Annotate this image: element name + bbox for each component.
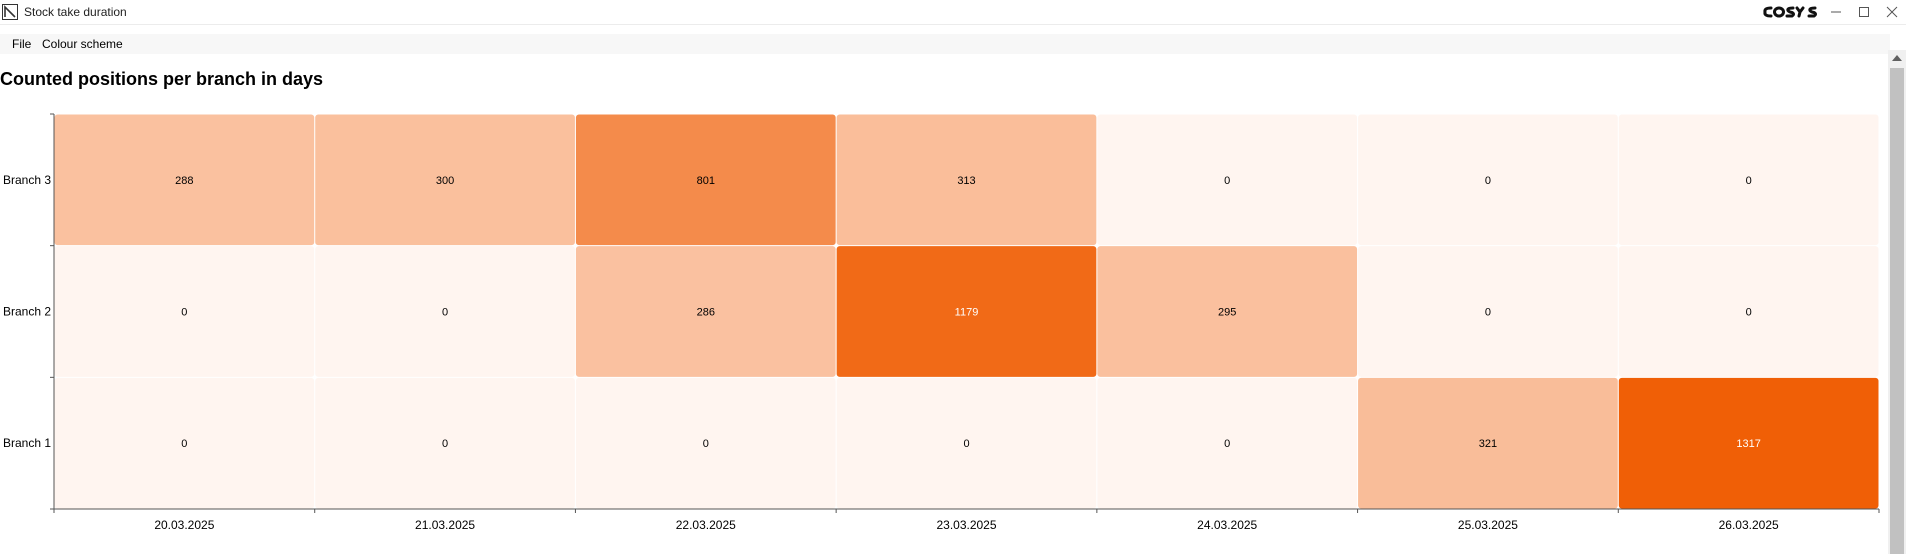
cell-value-label: 295 (1218, 307, 1236, 319)
chart-title: Counted positions per branch in days (0, 69, 324, 89)
cell-value-label: 286 (697, 307, 715, 319)
cell-value-label: 0 (181, 307, 187, 319)
window-title: Stock take duration (24, 5, 127, 19)
cell-value-label: 0 (442, 438, 448, 450)
heatmap-cell (1097, 114, 1358, 246)
close-button[interactable] (1878, 0, 1906, 24)
heatmap-cell (836, 377, 1097, 509)
title-bar: Stock take duration (0, 0, 1906, 25)
cell-value-label: 0 (703, 438, 709, 450)
heatmap-cell (1358, 246, 1618, 377)
cell-value-label: 321 (1479, 438, 1497, 450)
cell-value-label: 0 (1485, 307, 1491, 319)
heatmap-cell (1618, 377, 1879, 509)
heatmap-cell (1358, 377, 1618, 509)
cell-value-label: 313 (957, 175, 975, 187)
cell-value-label: 801 (697, 175, 715, 187)
cell-value-label: 300 (436, 175, 454, 187)
cell-value-label: 0 (181, 438, 187, 450)
heatmap-cell (315, 114, 575, 246)
heatmap-cell (575, 377, 836, 509)
heatmap-cell (1618, 246, 1879, 377)
cell-value-label: 0 (1746, 175, 1752, 187)
cell-value-label: 1179 (955, 307, 979, 319)
minimize-icon (1831, 11, 1841, 13)
heatmap-cell (1618, 114, 1879, 246)
x-tick-label: 25.03.2025 (1458, 518, 1518, 532)
menu-colour-scheme[interactable]: Colour scheme (42, 37, 123, 51)
maximize-icon (1859, 7, 1869, 17)
x-tick-label: 22.03.2025 (676, 518, 736, 532)
heatmap-cell (575, 114, 836, 246)
heatmap-cell (315, 377, 575, 509)
heatmap-cell (54, 246, 315, 377)
y-tick-label: Branch 1 (3, 436, 51, 450)
x-tick-label: 23.03.2025 (936, 518, 996, 532)
x-tick-label: 20.03.2025 (154, 518, 214, 532)
cell-value-label: 0 (1224, 438, 1230, 450)
cell-value-label: 0 (1485, 175, 1491, 187)
cell-value-label: 0 (1224, 175, 1230, 187)
heatmap-cell (575, 246, 836, 377)
menu-bar: File Colour scheme (0, 34, 1890, 54)
heatmap-cell (54, 114, 315, 246)
heatmap-cell (1358, 114, 1618, 246)
maximize-button[interactable] (1850, 0, 1878, 24)
brand-logo (1762, 4, 1818, 20)
heatmap-cell (315, 246, 575, 377)
cell-value-label: 288 (175, 175, 193, 187)
x-tick-label: 26.03.2025 (1719, 518, 1779, 532)
cell-value-label: 0 (963, 438, 969, 450)
app-icon (2, 4, 18, 20)
menu-file[interactable]: File (12, 37, 32, 51)
cell-value-label: 0 (442, 307, 448, 319)
heatmap-cell (836, 246, 1097, 377)
cell-value-label: 0 (1746, 307, 1752, 319)
minimize-button[interactable] (1822, 0, 1850, 24)
x-tick-label: 21.03.2025 (415, 518, 475, 532)
cell-value-label: 1317 (1736, 438, 1760, 450)
heatmap-chart: 288 300 801 313 0 0 0 0 0 286 1179 295 0 0 0 0 0 0 0 321 131… (3, 113, 1880, 532)
close-icon (1886, 6, 1898, 18)
heatmap-cell (836, 114, 1097, 246)
heatmap-cell (1097, 377, 1358, 509)
scrollbar-thumb[interactable] (1890, 68, 1904, 554)
scroll-up-arrow-icon[interactable] (1892, 55, 1902, 61)
x-tick-label: 24.03.2025 (1197, 518, 1257, 532)
heatmap-cell (54, 377, 315, 509)
y-tick-label: Branch 3 (3, 173, 51, 187)
y-tick-label: Branch 2 (3, 305, 51, 319)
heatmap-cell (1097, 246, 1358, 377)
